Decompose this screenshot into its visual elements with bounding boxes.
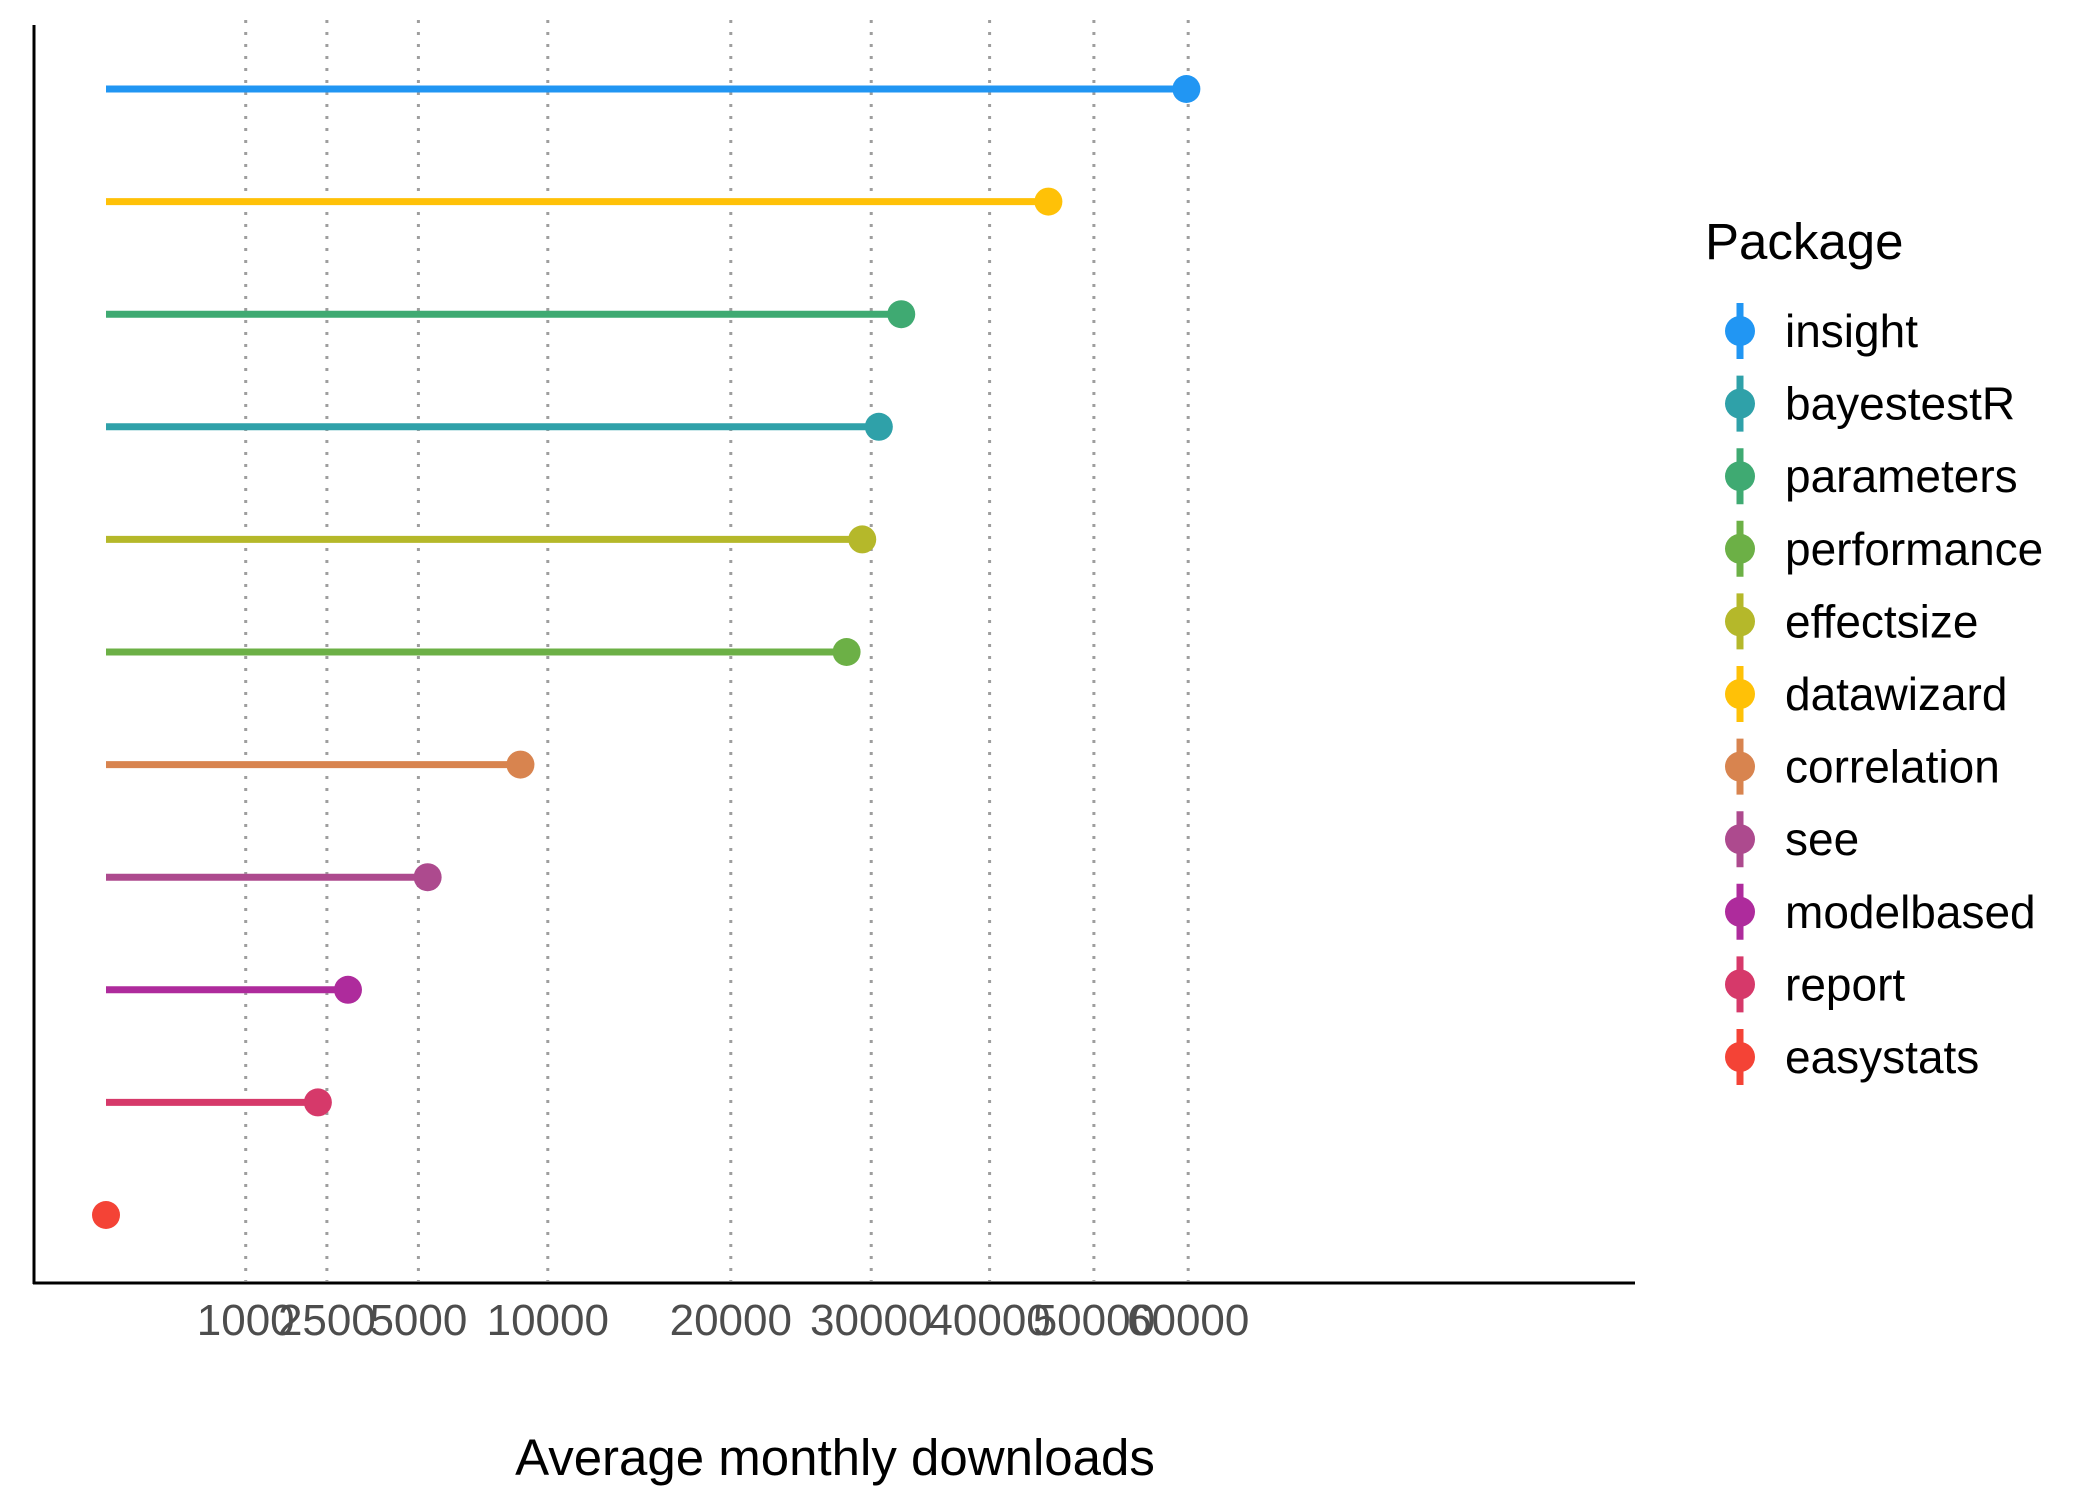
x-tick-label: 20000 bbox=[670, 1296, 792, 1345]
legend-key-dot-modelbased bbox=[1725, 896, 1755, 927]
legend-label-datawizard: datawizard bbox=[1785, 668, 2007, 720]
x-tick-label: 50000 bbox=[1033, 1296, 1155, 1345]
x-tick-label: 30000 bbox=[810, 1296, 932, 1345]
x-tick-label: 2500 bbox=[278, 1296, 376, 1345]
legend-key-dot-datawizard bbox=[1725, 679, 1755, 709]
x-tick-label: 1000 bbox=[197, 1296, 295, 1345]
legend-label-report: report bbox=[1785, 958, 1905, 1010]
lollipop-dot-datawizard bbox=[1034, 187, 1063, 216]
legend-label-bayestestR: bayestestR bbox=[1785, 378, 2015, 430]
legend-key-dot-see bbox=[1725, 824, 1755, 855]
lollipop-dot-effectsize bbox=[848, 525, 877, 554]
legend-key-dot-correlation bbox=[1725, 751, 1755, 782]
legend-label-performance: performance bbox=[1785, 523, 2043, 575]
legend-key-dot-report bbox=[1725, 969, 1755, 1000]
x-axis-title: Average monthly downloads bbox=[515, 1429, 1155, 1486]
legend-key-dot-parameters bbox=[1725, 461, 1755, 492]
legend-label-effectsize: effectsize bbox=[1785, 595, 1978, 647]
legend-key-dot-performance bbox=[1725, 533, 1755, 564]
lollipop-dot-performance bbox=[832, 638, 861, 666]
legend-key-dot-insight bbox=[1725, 316, 1755, 346]
x-tick-label: 5000 bbox=[369, 1296, 467, 1345]
lollipop-dot-modelbased bbox=[333, 975, 362, 1004]
x-tick-label: 40000 bbox=[928, 1296, 1050, 1345]
x-tick-label: 60000 bbox=[1127, 1296, 1249, 1345]
legend-label-modelbased: modelbased bbox=[1785, 886, 2036, 938]
lollipop-dot-correlation bbox=[506, 750, 535, 779]
legend-key-dot-easystats bbox=[1725, 1042, 1755, 1072]
lollipop-dots bbox=[92, 75, 1201, 1229]
lollipop-dot-insight bbox=[1172, 75, 1201, 103]
lollipop-dot-parameters bbox=[887, 300, 916, 329]
legend-key-dot-bayestestR bbox=[1725, 388, 1755, 419]
lollipop-dot-bayestestR bbox=[864, 412, 893, 441]
legend: Package insight bayestestR parameters perfo… bbox=[1705, 213, 2043, 1085]
legend-label-see: see bbox=[1785, 813, 1859, 865]
lollipop-dot-report bbox=[303, 1088, 332, 1117]
legend-label-easystats: easystats bbox=[1785, 1031, 1979, 1083]
legend-title: Package bbox=[1705, 213, 1903, 270]
lollipop-dot-see bbox=[413, 863, 442, 892]
x-tick-label: 10000 bbox=[487, 1296, 609, 1345]
lollipop-dot-easystats bbox=[92, 1201, 120, 1229]
lollipop-stems bbox=[106, 85, 1187, 1106]
legend-label-insight: insight bbox=[1785, 305, 1918, 357]
legend-label-correlation: correlation bbox=[1785, 741, 2000, 793]
legend-key-dot-effectsize bbox=[1725, 606, 1755, 637]
legend-label-parameters: parameters bbox=[1785, 450, 2018, 502]
